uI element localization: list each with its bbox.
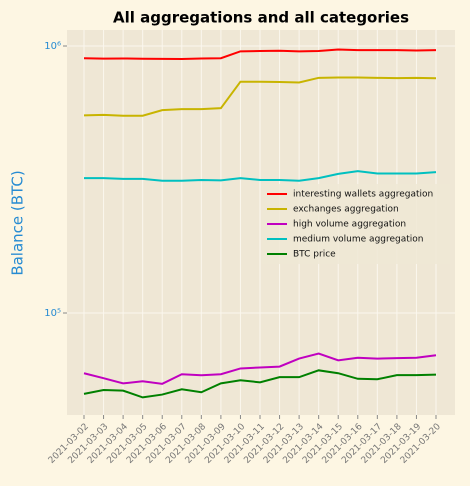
legend-label: medium volume aggregation xyxy=(293,235,424,245)
legend: interesting wallets aggregation exchanges… xyxy=(262,184,450,264)
y-tick-label: 10⁵ xyxy=(44,308,61,319)
series-line xyxy=(83,352,437,385)
series-line xyxy=(83,48,437,60)
y-axis-label: Balance (BTC) xyxy=(9,170,27,275)
legend-label: BTC price xyxy=(293,250,336,260)
legend-label: high volume aggregation xyxy=(293,220,406,230)
legend-label: exchanges aggregation xyxy=(293,205,399,215)
series-line xyxy=(84,170,437,182)
series-line xyxy=(83,369,437,399)
y-tick-label: 10⁶ xyxy=(44,41,61,52)
chart-title: All aggregations and all categories xyxy=(113,9,409,27)
legend-box xyxy=(262,184,450,264)
legend-label: interesting wallets aggregation xyxy=(293,190,433,200)
series-line xyxy=(83,76,437,117)
